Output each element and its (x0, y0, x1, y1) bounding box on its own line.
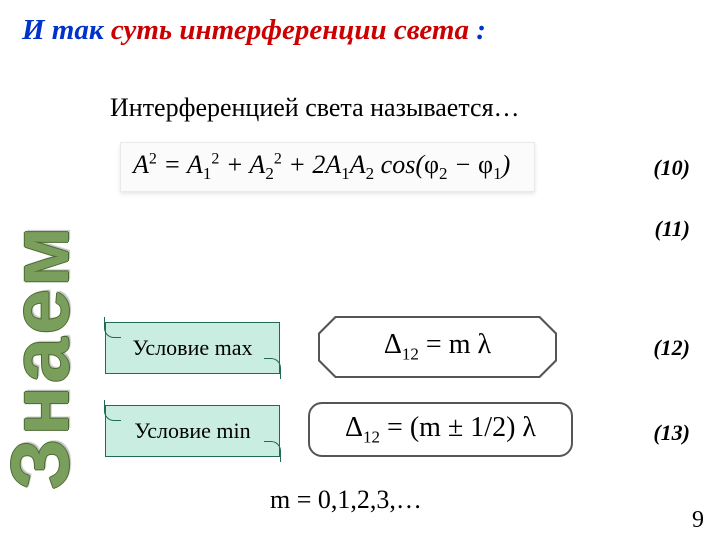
m-values: m = 0,1,2,3,… (270, 485, 422, 515)
equation-13-formula: Δ12 = (m ± 1/2) λ (345, 412, 536, 448)
equation-11-number: (11) (655, 216, 690, 242)
condition-max-label: Условие max (133, 335, 253, 361)
equation-10-formula: A2 = A12 + A22 + 2A1A2 cos(φ2 − φ1) (133, 150, 510, 184)
vertical-label: Знаем (0, 223, 88, 490)
condition-max-box: Условие max (105, 322, 280, 374)
equation-12-formula: Δ12 = m λ (384, 329, 491, 365)
page-title: И так суть интерференции света : (22, 14, 486, 47)
equation-13-number: (13) (653, 420, 690, 446)
equation-10-number: (10) (653, 155, 690, 181)
page-number: 9 (692, 507, 704, 534)
condition-min-box: Условие min (105, 405, 280, 457)
subtitle: Интерференцией света называется… (110, 93, 520, 123)
equation-10-box: A2 = A12 + A22 + 2A1A2 cos(φ2 − φ1) (120, 142, 535, 192)
title-part1: И так (22, 14, 104, 46)
equation-12-number: (12) (653, 335, 690, 361)
equation-12-box: Δ12 = m λ (320, 318, 555, 376)
condition-min-label: Условие min (134, 418, 250, 444)
equation-13-box: Δ12 = (m ± 1/2) λ (308, 402, 573, 457)
title-part2: суть интерференции света (104, 14, 469, 46)
title-part3: : (469, 14, 486, 46)
